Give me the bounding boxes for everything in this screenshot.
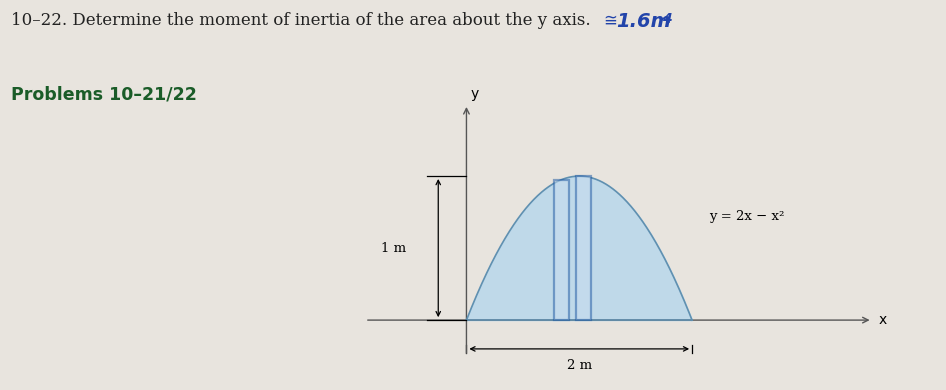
Text: y = 2x − x²: y = 2x − x² bbox=[709, 210, 784, 223]
Text: 4: 4 bbox=[662, 12, 672, 26]
Text: 1.6m: 1.6m bbox=[616, 12, 671, 31]
Text: 1 m: 1 m bbox=[380, 241, 406, 255]
Text: 2 m: 2 m bbox=[567, 359, 592, 372]
Text: 10–22. Determine the moment of inertia of the area about the y axis.: 10–22. Determine the moment of inertia o… bbox=[11, 12, 591, 29]
Text: x: x bbox=[878, 313, 886, 327]
Text: ≅: ≅ bbox=[604, 12, 618, 30]
Text: y: y bbox=[471, 87, 480, 101]
Text: Problems 10–21/22: Problems 10–21/22 bbox=[11, 86, 197, 104]
Bar bbox=[576, 176, 590, 320]
Bar bbox=[554, 179, 569, 320]
